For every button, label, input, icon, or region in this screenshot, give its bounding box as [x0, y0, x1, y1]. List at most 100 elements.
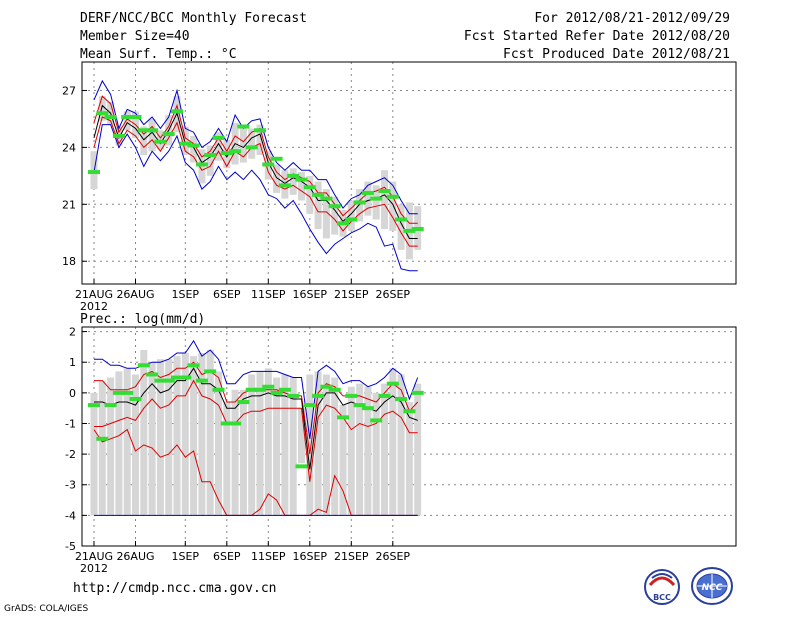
median-marker [129, 115, 142, 120]
ensemble-box [314, 181, 322, 229]
y-tick-label: -3 [65, 479, 76, 492]
y-tick-label: 2 [69, 326, 76, 339]
ncc-logo: NCC [691, 567, 733, 605]
median-marker [411, 226, 424, 231]
median-marker [370, 196, 383, 201]
median-marker [171, 109, 183, 114]
ensemble-box [389, 368, 397, 516]
ensemble-box [206, 349, 214, 516]
x-tick-label: 26SEP [376, 288, 411, 301]
x-tick-label: 11SEP [251, 550, 286, 563]
median-marker [195, 378, 208, 383]
y-tick-label: 24 [62, 141, 76, 154]
ensemble-box [181, 126, 189, 155]
y-tick-label: 21 [62, 198, 76, 211]
median-marker [403, 228, 416, 233]
median-marker [361, 190, 374, 195]
bcc-logo: BCC [644, 569, 680, 605]
x-tick-label: 16SEP [293, 550, 328, 563]
ensemble-box [364, 181, 372, 216]
median-marker [112, 134, 125, 138]
median-marker [395, 217, 408, 222]
series-max [93, 79, 418, 215]
median-marker [112, 390, 125, 395]
median-marker [295, 464, 308, 469]
ensemble-box [256, 124, 264, 155]
median-marker [345, 217, 358, 222]
ensemble-box [347, 386, 355, 516]
median-marker [204, 152, 217, 157]
ensemble-box [356, 383, 364, 516]
median-marker [220, 421, 233, 426]
median-marker [220, 151, 233, 156]
median-marker [328, 204, 341, 209]
median-marker [137, 128, 150, 133]
median-marker [245, 387, 258, 392]
ensemble-box [140, 126, 148, 155]
x-tick-label: 21SEP [334, 288, 369, 301]
median-marker [146, 372, 159, 377]
y-tick-label: 1 [69, 356, 76, 369]
variable-label: Mean Surf. Temp.: °C [80, 47, 237, 62]
median-marker [278, 387, 291, 392]
ensemble-box [90, 392, 98, 516]
median-marker [287, 393, 300, 398]
ensemble-box [331, 196, 339, 235]
y-tick-label: -5 [65, 540, 76, 553]
ensemble-box [389, 181, 397, 231]
ensemble-box [414, 383, 422, 516]
y-tick-label: -4 [65, 509, 76, 522]
median-marker [245, 145, 258, 150]
median-marker [361, 406, 374, 411]
median-marker [212, 387, 225, 392]
ensemble-box [397, 374, 405, 516]
median-marker [88, 403, 100, 408]
ensemble-box [289, 168, 297, 195]
bcc-logo-text: BCC [653, 593, 671, 602]
median-marker [303, 185, 316, 190]
median-marker [162, 378, 175, 383]
ensemble-box [347, 200, 355, 231]
source-url[interactable]: http://cmdp.ncc.cma.gov.cn [73, 581, 277, 596]
ensemble-box [148, 118, 156, 152]
ensemble-box [322, 374, 330, 516]
ensemble-box [98, 96, 106, 121]
median-marker [162, 132, 175, 137]
median-marker [121, 115, 134, 120]
median-marker [154, 139, 167, 144]
median-marker [337, 415, 349, 420]
ensemble-box [364, 386, 372, 516]
forecast-produced-date: Fcst Produced Date 2012/08/21 [503, 47, 730, 62]
ensemble-box [123, 111, 131, 131]
median-marker [328, 387, 341, 392]
median-marker [278, 183, 291, 188]
median-marker [386, 381, 399, 386]
y-tick-label: 0 [69, 387, 76, 400]
forecast-start-date: Fcst Started Refer Date 2012/08/20 [463, 29, 730, 44]
median-marker [353, 200, 366, 205]
ensemble-box [314, 371, 322, 516]
ensemble-box [173, 356, 181, 516]
x-tick-label: 21AUG [75, 550, 113, 563]
median-marker [237, 124, 250, 129]
ensemble-box [248, 128, 256, 159]
median-marker [370, 418, 383, 423]
median-marker [212, 135, 225, 140]
ensemble-box [372, 185, 380, 220]
median-marker [121, 390, 134, 395]
ensemble-box [98, 380, 106, 516]
median-marker [254, 387, 266, 392]
ensemble-box [190, 356, 198, 516]
ensemble-box [289, 377, 297, 516]
median-marker [312, 393, 325, 398]
temperature-panel: 18 21 24 27 21AUG 26AUG 1SEP 6SEP 11SEP 16SEP 21SE… [62, 61, 737, 313]
series-mean [93, 104, 418, 239]
median-marker [262, 162, 275, 167]
ensemble-box [298, 408, 305, 464]
median-marker [154, 378, 167, 383]
x-tick-label: 16SEP [293, 288, 328, 301]
median-marker [137, 363, 150, 368]
ensemble-box [381, 170, 388, 229]
median-marker [320, 196, 333, 201]
ensemble-box [264, 368, 272, 516]
